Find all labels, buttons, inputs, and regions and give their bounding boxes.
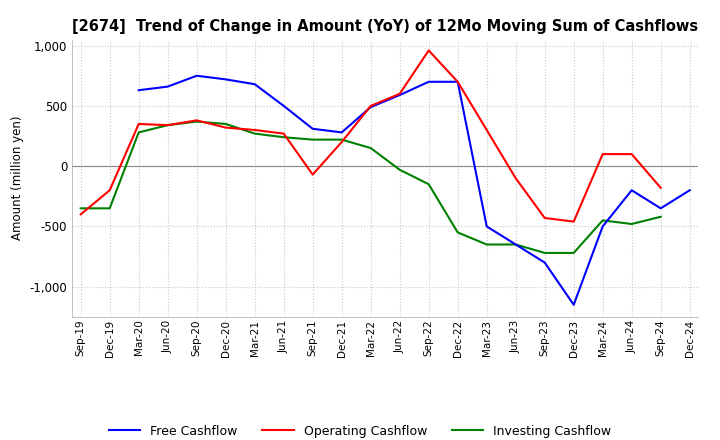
Line: Free Cashflow: Free Cashflow [81, 76, 690, 305]
Free Cashflow [657, 205, 665, 211]
Free Cashflow [541, 260, 549, 265]
Free Cashflow [366, 104, 375, 110]
Free Cashflow [338, 130, 346, 135]
Investing Cashflow [482, 242, 491, 247]
Operating Cashflow [192, 118, 201, 123]
Investing Cashflow [511, 242, 520, 247]
Investing Cashflow [570, 250, 578, 256]
Operating Cashflow [627, 151, 636, 157]
Title: [2674]  Trend of Change in Amount (YoY) of 12Mo Moving Sum of Cashflows: [2674] Trend of Change in Amount (YoY) o… [72, 19, 698, 34]
Free Cashflow [279, 103, 288, 109]
Free Cashflow [135, 88, 143, 93]
Operating Cashflow [454, 79, 462, 84]
Free Cashflow [627, 187, 636, 193]
Investing Cashflow [627, 221, 636, 227]
Free Cashflow [308, 126, 317, 132]
Operating Cashflow [482, 127, 491, 132]
Investing Cashflow [221, 121, 230, 127]
Operating Cashflow [366, 103, 375, 109]
Free Cashflow [511, 242, 520, 247]
Investing Cashflow [105, 205, 114, 211]
Investing Cashflow [163, 122, 172, 128]
Operating Cashflow [76, 212, 85, 217]
Investing Cashflow [424, 182, 433, 187]
Investing Cashflow [454, 230, 462, 235]
Y-axis label: Amount (million yen): Amount (million yen) [11, 116, 24, 240]
Operating Cashflow [163, 122, 172, 128]
Investing Cashflow [279, 135, 288, 140]
Investing Cashflow [192, 119, 201, 124]
Free Cashflow [251, 81, 259, 87]
Operating Cashflow [395, 91, 404, 96]
Free Cashflow [454, 79, 462, 84]
Free Cashflow [76, 272, 85, 277]
Free Cashflow [192, 73, 201, 78]
Investing Cashflow [598, 218, 607, 223]
Investing Cashflow [395, 167, 404, 172]
Operating Cashflow [221, 125, 230, 130]
Operating Cashflow [105, 187, 114, 193]
Free Cashflow [598, 224, 607, 229]
Free Cashflow [570, 302, 578, 308]
Free Cashflow [395, 92, 404, 98]
Operating Cashflow [511, 176, 520, 181]
Free Cashflow [221, 77, 230, 82]
Free Cashflow [482, 224, 491, 229]
Free Cashflow [424, 79, 433, 84]
Operating Cashflow [308, 172, 317, 177]
Operating Cashflow [279, 131, 288, 136]
Line: Operating Cashflow: Operating Cashflow [81, 51, 661, 222]
Legend: Free Cashflow, Operating Cashflow, Investing Cashflow: Free Cashflow, Operating Cashflow, Inves… [104, 420, 616, 440]
Investing Cashflow [338, 137, 346, 142]
Investing Cashflow [251, 131, 259, 136]
Investing Cashflow [76, 205, 85, 211]
Operating Cashflow [541, 215, 549, 220]
Investing Cashflow [135, 130, 143, 135]
Operating Cashflow [657, 185, 665, 191]
Investing Cashflow [308, 137, 317, 142]
Free Cashflow [685, 187, 694, 193]
Operating Cashflow [338, 139, 346, 145]
Investing Cashflow [541, 250, 549, 256]
Operating Cashflow [424, 48, 433, 53]
Investing Cashflow [657, 214, 665, 220]
Free Cashflow [163, 84, 172, 89]
Operating Cashflow [598, 151, 607, 157]
Line: Investing Cashflow: Investing Cashflow [81, 121, 661, 253]
Operating Cashflow [135, 121, 143, 127]
Investing Cashflow [366, 146, 375, 151]
Operating Cashflow [570, 219, 578, 224]
Operating Cashflow [251, 127, 259, 132]
